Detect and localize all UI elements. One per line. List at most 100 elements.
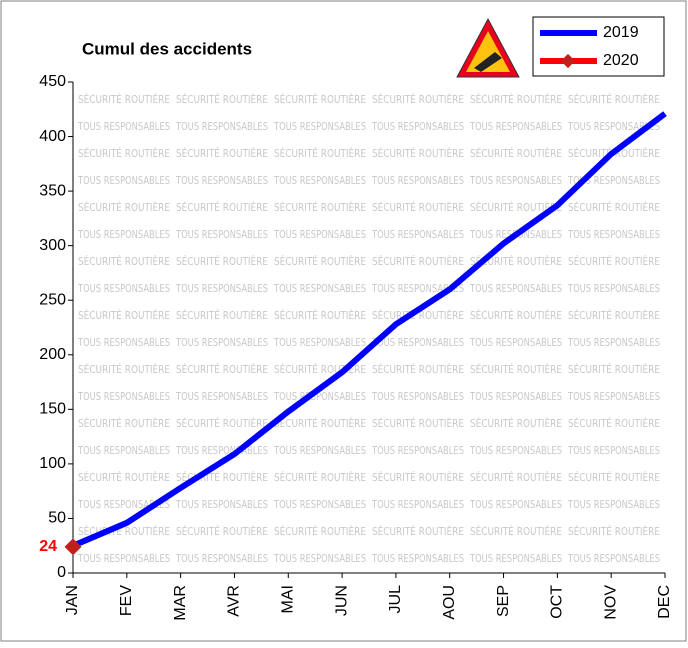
watermark-text: TOUS RESPONSABLES <box>273 282 366 295</box>
watermark-text: SÉCURITÉ ROUTIÈRE <box>470 525 562 538</box>
watermark-text: SÉCURITÉ ROUTIÈRE <box>568 201 660 214</box>
watermark-text: TOUS RESPONSABLES <box>77 552 170 565</box>
watermark-text: SÉCURITÉ ROUTIÈRE <box>78 255 170 268</box>
watermark-text: TOUS RESPONSABLES <box>469 498 562 511</box>
watermark-text: TOUS RESPONSABLES <box>567 498 660 511</box>
x-tick-label: JUL <box>387 585 404 614</box>
watermark-text: TOUS RESPONSABLES <box>273 228 366 241</box>
legend <box>532 16 665 77</box>
watermark-text: TOUS RESPONSABLES <box>567 552 660 565</box>
legend-label: 2019 <box>603 24 639 41</box>
y-tick-label: 0 <box>57 564 66 581</box>
watermark-text: SÉCURITÉ ROUTIÈRE <box>372 201 464 214</box>
data-label: 24 <box>39 538 57 555</box>
line <box>71 111 667 549</box>
watermark-text: SÉCURITÉ ROUTIÈRE <box>176 255 268 268</box>
watermark-text: SÉCURITÉ ROUTIÈRE <box>372 363 464 376</box>
y-tick-label: 150 <box>39 401 66 418</box>
watermark-text: TOUS RESPONSABLES <box>77 282 170 295</box>
watermark-text: SÉCURITÉ ROUTIÈRE <box>568 255 660 268</box>
watermark-text: SÉCURITÉ ROUTIÈRE <box>372 525 464 538</box>
watermark-text: TOUS RESPONSABLES <box>469 336 562 349</box>
watermark-text: TOUS RESPONSABLES <box>77 390 170 403</box>
watermark-text: TOUS RESPONSABLES <box>175 390 268 403</box>
watermark-text: SÉCURITÉ ROUTIÈRE <box>568 471 660 484</box>
watermark-text: TOUS RESPONSABLES <box>77 444 170 457</box>
watermark-text: SÉCURITÉ ROUTIÈRE <box>568 525 660 538</box>
watermark-text: TOUS RESPONSABLES <box>175 228 268 241</box>
watermark-text: TOUS RESPONSABLES <box>175 282 268 295</box>
y-tick-label: 350 <box>39 182 66 199</box>
watermark-text: SÉCURITÉ ROUTIÈRE <box>274 201 366 214</box>
watermark-text: TOUS RESPONSABLES <box>175 498 268 511</box>
x-tick-label: SEP <box>495 585 512 617</box>
x-tick-label: MAR <box>172 585 189 621</box>
legend-label: 2020 <box>603 52 639 69</box>
watermark-text: TOUS RESPONSABLES <box>273 120 366 133</box>
watermark-text: SÉCURITÉ ROUTIÈRE <box>372 147 464 160</box>
watermark-text: TOUS RESPONSABLES <box>567 228 660 241</box>
watermark-text: SÉCURITÉ ROUTIÈRE <box>78 471 170 484</box>
marker <box>64 538 82 556</box>
watermark-text: TOUS RESPONSABLES <box>77 336 170 349</box>
watermark-text: SÉCURITÉ ROUTIÈRE <box>470 417 562 430</box>
watermark-text: TOUS RESPONSABLES <box>371 336 464 349</box>
watermark-text: TOUS RESPONSABLES <box>567 390 660 403</box>
watermark-text: TOUS RESPONSABLES <box>371 444 464 457</box>
watermark-text: TOUS RESPONSABLES <box>273 552 366 565</box>
watermark-text: SÉCURITÉ ROUTIÈRE <box>568 93 660 106</box>
watermark-text: TOUS RESPONSABLES <box>469 120 562 133</box>
watermark-text: SÉCURITÉ ROUTIÈRE <box>274 417 366 430</box>
watermark-text: SÉCURITÉ ROUTIÈRE <box>274 309 366 322</box>
watermark-text: SÉCURITÉ ROUTIÈRE <box>470 471 562 484</box>
watermark-text: TOUS RESPONSABLES <box>469 390 562 403</box>
watermark-text: SÉCURITÉ ROUTIÈRE <box>470 201 562 214</box>
watermark-text: SÉCURITÉ ROUTIÈRE <box>274 471 366 484</box>
watermark-text: TOUS RESPONSABLES <box>175 120 268 133</box>
legend-marker <box>560 53 576 69</box>
x-tick-label: JAN <box>64 585 81 615</box>
x-tick-label: MAI <box>279 585 296 613</box>
chart-title: Cumul des accidents <box>82 39 252 58</box>
watermark-text: SÉCURITÉ ROUTIÈRE <box>78 93 170 106</box>
y-tick-label: 200 <box>39 346 66 363</box>
watermark-text: SÉCURITÉ ROUTIÈRE <box>470 309 562 322</box>
watermark-text: TOUS RESPONSABLES <box>273 390 366 403</box>
y-tick-label: 250 <box>39 291 66 308</box>
watermark-text: TOUS RESPONSABLES <box>567 282 660 295</box>
watermark-text: TOUS RESPONSABLES <box>77 228 170 241</box>
watermark-text: TOUS RESPONSABLES <box>175 552 268 565</box>
watermark-text: TOUS RESPONSABLES <box>469 174 562 187</box>
watermark-text: SÉCURITÉ ROUTIÈRE <box>274 525 366 538</box>
watermark-text: TOUS RESPONSABLES <box>77 120 170 133</box>
watermark-text: SÉCURITÉ ROUTIÈRE <box>78 309 170 322</box>
watermark-text: TOUS RESPONSABLES <box>273 174 366 187</box>
watermark-text: SÉCURITÉ ROUTIÈRE <box>372 255 464 268</box>
watermark-text: TOUS RESPONSABLES <box>77 174 170 187</box>
watermark-text: SÉCURITÉ ROUTIÈRE <box>78 363 170 376</box>
watermark-text: TOUS RESPONSABLES <box>567 444 660 457</box>
watermark-text: TOUS RESPONSABLES <box>273 498 366 511</box>
watermark-text: SÉCURITÉ ROUTIÈRE <box>470 255 562 268</box>
watermark-text: TOUS RESPONSABLES <box>175 336 268 349</box>
watermark: SÉCURITÉ ROUTIÈRE SÉCURITÉ ROUTIÈRE SÉCURI… <box>77 93 660 565</box>
x-tick-label: AOU <box>441 585 458 620</box>
watermark-text: SÉCURITÉ ROUTIÈRE <box>176 525 268 538</box>
watermark-text: TOUS RESPONSABLES <box>371 498 464 511</box>
watermark-text: TOUS RESPONSABLES <box>469 282 562 295</box>
watermark-text: TOUS RESPONSABLES <box>371 120 464 133</box>
watermark-text: TOUS RESPONSABLES <box>175 174 268 187</box>
y-tick-label: 300 <box>39 237 66 254</box>
watermark-text: TOUS RESPONSABLES <box>567 336 660 349</box>
x-tick-label: JUN <box>333 585 350 616</box>
watermark-text: SÉCURITÉ ROUTIÈRE <box>274 147 366 160</box>
watermark-text: SÉCURITÉ ROUTIÈRE <box>176 93 268 106</box>
x-tick-label: NOV <box>602 585 619 620</box>
watermark-text: TOUS RESPONSABLES <box>273 336 366 349</box>
watermark-text: TOUS RESPONSABLES <box>469 444 562 457</box>
watermark-text: SÉCURITÉ ROUTIÈRE <box>470 147 562 160</box>
watermark-text: SÉCURITÉ ROUTIÈRE <box>78 417 170 430</box>
watermark-text: SÉCURITÉ ROUTIÈRE <box>372 93 464 106</box>
watermark-text: TOUS RESPONSABLES <box>273 444 366 457</box>
